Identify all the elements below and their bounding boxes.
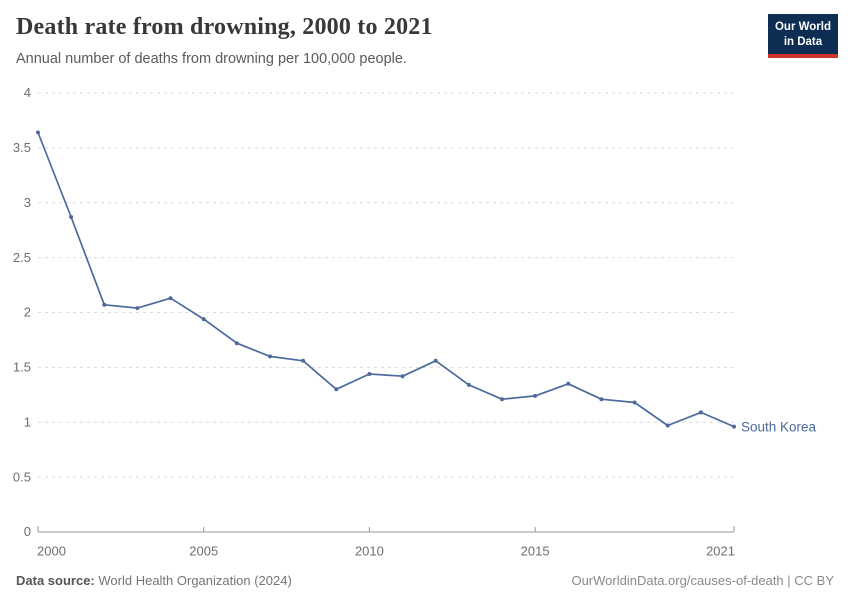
y-axis-tick-label: 3.5 — [13, 140, 31, 155]
x-axis-tick-label: 2010 — [355, 543, 384, 558]
x-axis-tick-label: 2021 — [706, 543, 735, 558]
data-source-label: Data source: — [16, 573, 95, 588]
data-point[interactable] — [665, 423, 670, 428]
data-point[interactable] — [268, 354, 272, 359]
data-point[interactable] — [433, 358, 438, 363]
data-point[interactable] — [201, 317, 206, 322]
data-point[interactable] — [400, 374, 405, 379]
data-source: Data source: World Health Organization (… — [16, 573, 292, 588]
owid-logo-line2: in Data — [783, 35, 823, 48]
y-axis-tick-label: 4 — [24, 85, 31, 100]
owid-logo-line1: Our World — [774, 21, 831, 33]
chart-subtitle: Annual number of deaths from drowning pe… — [16, 50, 407, 67]
data-point[interactable] — [102, 302, 107, 307]
chart-header: Death rate from drowning, 2000 to 2021 A… — [16, 14, 838, 68]
data-point[interactable] — [599, 397, 604, 402]
chart-footer: Data source: World Health Organization (… — [16, 573, 834, 588]
y-axis-tick-label: 1 — [24, 414, 31, 429]
y-axis-tick-label: 2.5 — [13, 250, 31, 265]
data-point[interactable] — [566, 381, 571, 386]
x-axis-tick-label: 2015 — [521, 543, 550, 558]
data-point[interactable] — [69, 215, 74, 219]
owid-logo: Our World in Data — [767, 14, 838, 59]
data-point[interactable] — [334, 387, 339, 392]
license-note[interactable]: OurWorldinData.org/causes-of-death | CC … — [571, 573, 834, 588]
data-point[interactable] — [533, 393, 538, 398]
data-line-south-korea[interactable] — [37, 131, 735, 428]
x-axis-tick-label: 2000 — [37, 543, 66, 558]
data-point[interactable] — [168, 296, 173, 301]
data-point[interactable] — [632, 400, 637, 405]
series-end-label[interactable]: South Korea — [741, 419, 817, 434]
chart-titles: Death rate from drowning, 2000 to 2021 A… — [16, 14, 433, 68]
data-point[interactable] — [36, 130, 40, 135]
y-axis-tick-label: 0.5 — [13, 469, 31, 484]
data-point[interactable] — [301, 358, 306, 363]
data-point[interactable] — [234, 341, 239, 346]
y-axis-tick-label: 1.5 — [13, 360, 31, 375]
y-axis-tick-label: 3 — [24, 195, 31, 210]
data-point[interactable] — [732, 424, 736, 429]
data-point[interactable] — [367, 372, 372, 376]
data-point[interactable] — [698, 410, 703, 415]
y-axis-tick-label: 2 — [24, 305, 31, 320]
chart-title: Death rate from drowning, 2000 to 2021 — [16, 14, 433, 40]
x-axis-tick-label: 2005 — [189, 543, 218, 558]
data-source-value: World Health Organization (2024) — [98, 573, 292, 588]
y-axis-tick-label: 0 — [24, 524, 31, 539]
data-point[interactable] — [135, 306, 140, 311]
data-point[interactable] — [466, 382, 471, 387]
data-point[interactable] — [500, 397, 504, 402]
